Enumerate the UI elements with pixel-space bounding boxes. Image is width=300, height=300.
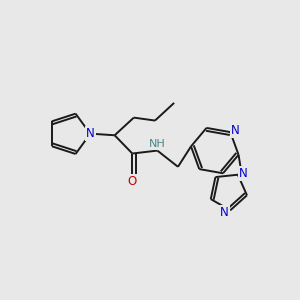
Text: N: N [86,127,94,140]
Text: NH: NH [149,139,166,149]
Text: N: N [231,124,240,137]
Text: N: N [239,167,248,180]
Text: O: O [128,175,137,188]
Text: N: N [220,206,229,219]
